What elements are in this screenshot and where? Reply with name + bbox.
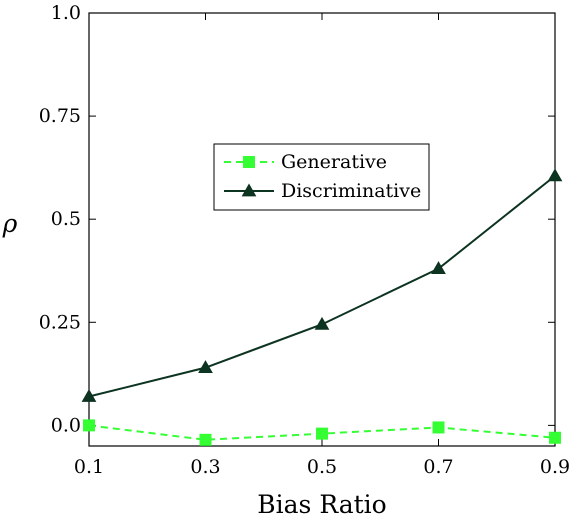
y-tick-label: 0.0 — [51, 414, 81, 436]
legend-label-discriminative: Discriminative — [281, 180, 421, 202]
legend-marker-discriminative — [241, 183, 257, 197]
y-tick-label: 1.0 — [51, 2, 81, 24]
data-point-generative — [432, 421, 445, 434]
x-tick-label: 0.1 — [74, 456, 104, 478]
series-layer — [81, 168, 563, 446]
data-point-discriminative — [81, 389, 97, 402]
x-axis-ticks: 0.1 0.3 0.5 0.7 0.9 — [74, 13, 570, 478]
data-point-discriminative — [431, 261, 446, 275]
legend-box — [213, 143, 430, 211]
plot-frame — [88, 12, 556, 447]
y-axis-ticks: 0.0 0.25 0.5 0.75 1.0 — [39, 2, 555, 436]
data-point-generative — [316, 427, 328, 440]
data-point-discriminative — [198, 360, 213, 374]
series-generative — [83, 419, 561, 446]
legend-marker-generative — [243, 156, 255, 168]
x-tick-label: 0.7 — [423, 456, 453, 478]
y-axis-label: ρ — [2, 209, 18, 238]
x-axis-label: Bias Ratio — [257, 490, 386, 516]
y-tick-label: 0.75 — [39, 105, 81, 127]
x-tick-label: 0.3 — [190, 456, 220, 478]
legend-label-generative: Generative — [281, 151, 387, 173]
x-tick-label: 0.9 — [540, 456, 570, 478]
plot-area — [88, 12, 556, 447]
data-point-discriminative — [314, 316, 330, 330]
x-tick-label: 0.5 — [307, 456, 337, 478]
data-point-generative — [83, 419, 95, 432]
data-point-generative — [549, 431, 561, 444]
series-discriminative — [81, 168, 563, 402]
y-tick-label: 0.25 — [39, 311, 81, 333]
y-tick-label: 0.5 — [51, 208, 81, 230]
data-point-generative — [199, 433, 212, 446]
data-point-discriminative — [547, 168, 563, 182]
legend: Generative Discriminative — [213, 143, 430, 211]
